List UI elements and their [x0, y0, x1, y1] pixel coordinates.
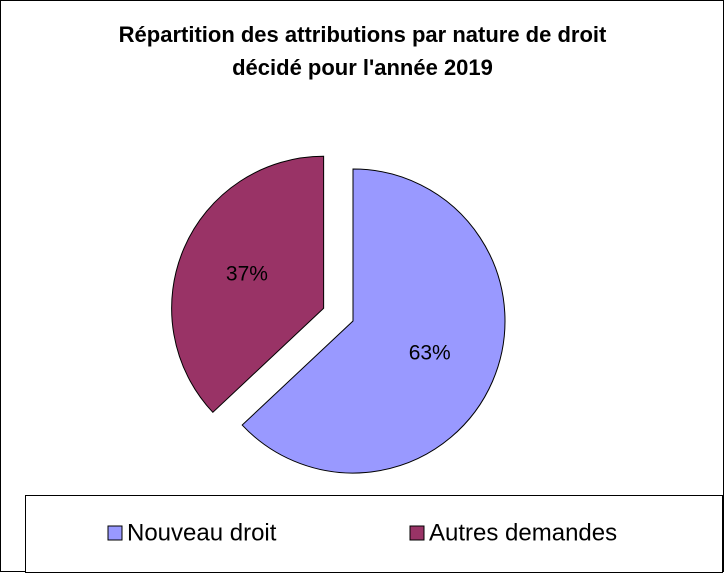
legend-label: Nouveau droit — [127, 519, 277, 546]
pie-slice — [241, 168, 506, 474]
legend-label: Autres demandes — [429, 519, 617, 546]
chart-title: Répartition des attributions par nature … — [118, 22, 607, 80]
data-label: 37% — [226, 263, 268, 286]
pie-slice — [171, 155, 325, 414]
data-label: 63% — [409, 342, 451, 365]
legend-box — [25, 495, 723, 573]
legend-swatch — [107, 525, 123, 541]
legend-swatch — [409, 525, 425, 541]
